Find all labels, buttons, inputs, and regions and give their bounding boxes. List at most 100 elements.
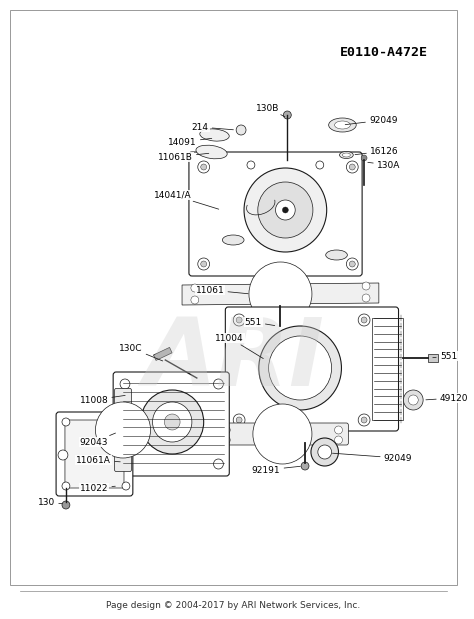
Circle shape <box>362 294 370 302</box>
Text: 49120: 49120 <box>426 394 468 402</box>
Circle shape <box>191 296 199 304</box>
Circle shape <box>349 261 355 267</box>
Text: 214: 214 <box>191 123 233 131</box>
Circle shape <box>276 323 284 331</box>
Circle shape <box>236 417 242 423</box>
Circle shape <box>249 262 312 326</box>
Circle shape <box>403 390 423 410</box>
Circle shape <box>62 418 70 426</box>
Circle shape <box>301 462 309 470</box>
Circle shape <box>349 164 355 170</box>
Circle shape <box>335 436 342 444</box>
Text: 14091: 14091 <box>168 137 212 147</box>
Circle shape <box>346 161 358 173</box>
Text: 551: 551 <box>433 352 457 360</box>
Bar <box>428 354 438 362</box>
Text: 130B: 130B <box>256 103 285 117</box>
Text: 130C: 130C <box>119 344 163 361</box>
Circle shape <box>122 418 130 426</box>
Bar <box>154 347 172 360</box>
Circle shape <box>213 379 223 389</box>
Circle shape <box>258 182 313 238</box>
Circle shape <box>247 161 255 169</box>
Circle shape <box>283 207 288 213</box>
Ellipse shape <box>326 250 347 260</box>
Text: 130: 130 <box>38 498 62 506</box>
Circle shape <box>244 168 327 252</box>
Circle shape <box>361 317 367 323</box>
Circle shape <box>335 426 342 434</box>
Polygon shape <box>182 283 379 305</box>
Text: 16126: 16126 <box>355 147 399 155</box>
Circle shape <box>62 482 70 490</box>
Text: 92049: 92049 <box>332 453 412 462</box>
Text: 11022: 11022 <box>80 483 115 493</box>
Circle shape <box>222 436 230 444</box>
Text: ARI: ARI <box>143 314 324 406</box>
Circle shape <box>236 125 246 135</box>
Circle shape <box>362 282 370 290</box>
FancyBboxPatch shape <box>65 420 124 488</box>
Circle shape <box>346 258 358 270</box>
Ellipse shape <box>342 153 350 157</box>
Circle shape <box>213 459 223 469</box>
Circle shape <box>198 161 210 173</box>
FancyBboxPatch shape <box>115 389 131 472</box>
Ellipse shape <box>200 129 229 141</box>
Circle shape <box>141 390 204 454</box>
Circle shape <box>153 402 192 442</box>
FancyBboxPatch shape <box>56 412 133 496</box>
Circle shape <box>275 200 295 220</box>
Circle shape <box>222 426 230 434</box>
Text: 11061: 11061 <box>196 285 248 295</box>
Circle shape <box>164 414 180 430</box>
Circle shape <box>201 261 207 267</box>
Circle shape <box>120 379 130 389</box>
Text: Page design © 2004-2017 by ARI Network Services, Inc.: Page design © 2004-2017 by ARI Network S… <box>106 602 360 610</box>
Circle shape <box>236 317 242 323</box>
Circle shape <box>269 336 332 400</box>
FancyBboxPatch shape <box>113 372 229 476</box>
Ellipse shape <box>328 118 356 132</box>
Ellipse shape <box>335 121 350 129</box>
Circle shape <box>233 414 245 426</box>
Circle shape <box>122 482 130 490</box>
Text: 11061B: 11061B <box>158 152 209 162</box>
FancyBboxPatch shape <box>189 152 362 276</box>
Text: 92043: 92043 <box>80 433 116 446</box>
Circle shape <box>358 414 370 426</box>
Circle shape <box>283 111 291 119</box>
Circle shape <box>318 445 332 459</box>
Bar <box>372 318 403 420</box>
Circle shape <box>95 402 151 458</box>
Circle shape <box>191 284 199 292</box>
Circle shape <box>361 417 367 423</box>
Circle shape <box>358 314 370 326</box>
Text: 11004: 11004 <box>215 334 264 358</box>
Circle shape <box>62 501 70 509</box>
Circle shape <box>316 161 324 169</box>
Circle shape <box>311 438 338 466</box>
Text: 130A: 130A <box>368 160 400 170</box>
Circle shape <box>201 164 207 170</box>
Circle shape <box>259 326 341 410</box>
FancyBboxPatch shape <box>217 423 348 445</box>
FancyBboxPatch shape <box>225 307 399 431</box>
Circle shape <box>198 258 210 270</box>
Text: E0110-A472E: E0110-A472E <box>340 46 428 59</box>
Text: 11008: 11008 <box>80 396 125 404</box>
Circle shape <box>58 450 68 460</box>
Text: 92049: 92049 <box>345 116 398 124</box>
Text: 92191: 92191 <box>252 465 301 475</box>
Text: 551: 551 <box>245 318 275 326</box>
Circle shape <box>233 314 245 326</box>
Circle shape <box>361 155 367 161</box>
Text: 11061A: 11061A <box>76 456 120 464</box>
Ellipse shape <box>339 152 353 158</box>
Circle shape <box>409 395 418 405</box>
Circle shape <box>120 459 130 469</box>
Ellipse shape <box>196 145 227 159</box>
Ellipse shape <box>222 235 244 245</box>
Text: 14041/A: 14041/A <box>154 191 219 209</box>
Circle shape <box>253 404 312 464</box>
